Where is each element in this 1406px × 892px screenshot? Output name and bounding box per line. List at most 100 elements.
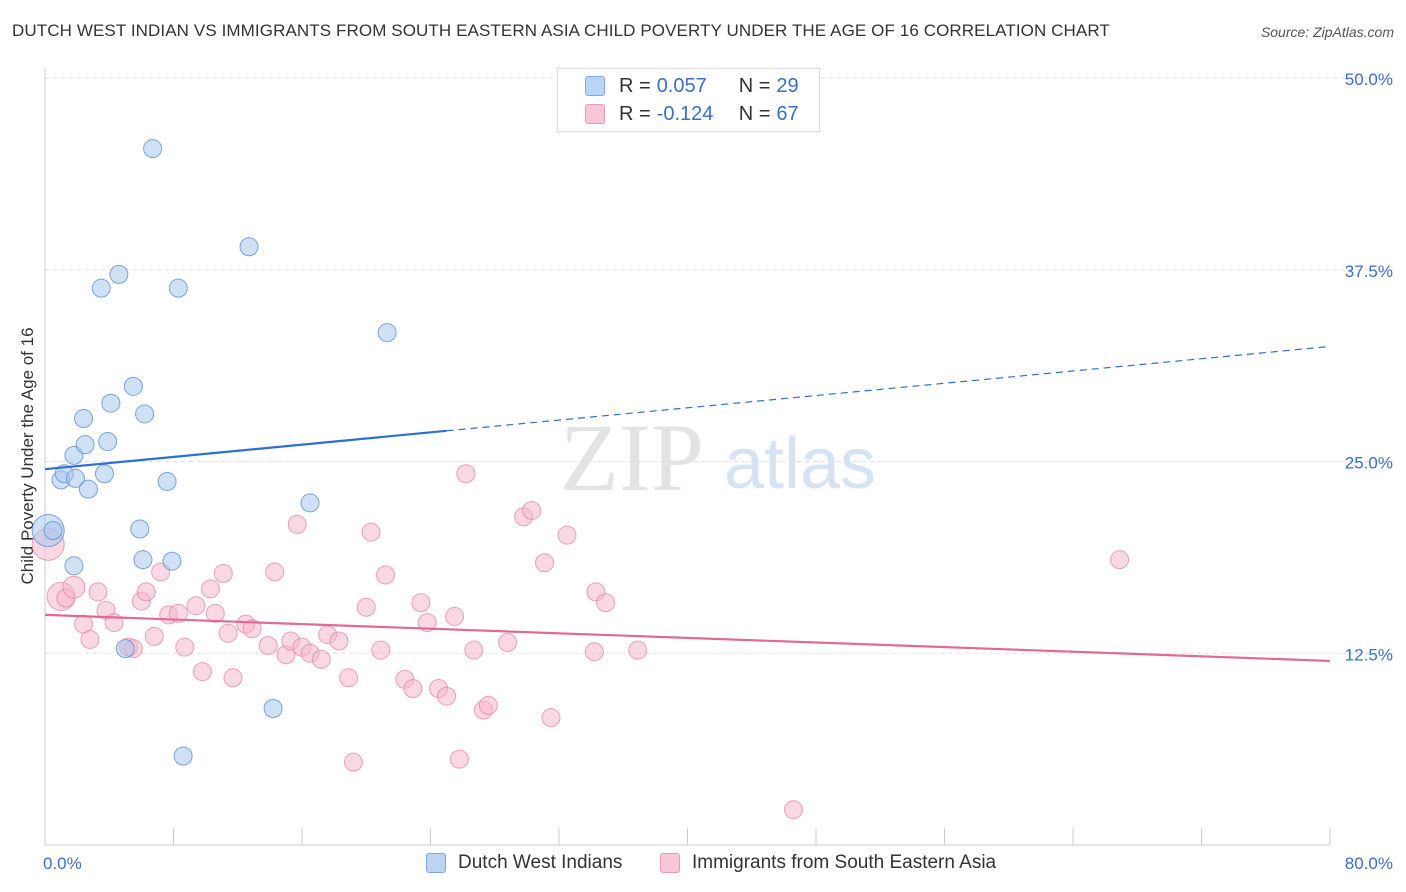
point-immigrants (168, 603, 188, 623)
bottom-legend-swatch-blue (426, 853, 446, 873)
point-dutch (66, 468, 86, 488)
watermark: ZIP atlas (560, 404, 876, 511)
y-axis-label: Child Poverty Under the Age of 16 (18, 327, 37, 584)
point-immigrants (80, 629, 100, 649)
point-immigrants (258, 636, 278, 656)
legend-r-label: R = (619, 102, 651, 125)
point-immigrants (522, 501, 542, 521)
point-immigrants (361, 522, 381, 542)
point-dutch (263, 698, 283, 718)
point-dutch (74, 409, 94, 429)
y-tick-label: 50.0% (1345, 70, 1393, 89)
y-tick-label: 25.0% (1345, 454, 1393, 473)
trend-line-dutch-dashed (446, 345, 1331, 432)
point-immigrants (417, 613, 437, 633)
point-immigrants (371, 640, 391, 660)
point-immigrants (541, 708, 561, 728)
bottom-legend-label-immigrants: Immigrants from South Eastern Asia (692, 852, 997, 873)
series-dutch-points (31, 139, 397, 766)
legend-row-dutch: R = 0.057 N = 29 (585, 75, 799, 97)
bottom-legend-label-dutch: Dutch West Indians (458, 852, 623, 873)
point-immigrants (175, 637, 195, 657)
trend-lines (44, 345, 1331, 663)
point-immigrants (584, 642, 604, 662)
point-immigrants (144, 626, 164, 646)
watermark-zip: ZIP (560, 404, 704, 511)
point-immigrants (205, 603, 225, 623)
point-dutch (98, 432, 118, 452)
point-immigrants (200, 579, 220, 599)
point-dutch (157, 471, 177, 491)
point-immigrants (265, 562, 285, 582)
bottom-legend-immigrants: Immigrants from South Eastern Asia (660, 852, 996, 874)
point-dutch (239, 237, 259, 257)
trend-line-immigrants (44, 613, 1331, 663)
y-tick-label: 37.5% (1345, 262, 1393, 281)
point-dutch (94, 464, 114, 484)
point-immigrants (62, 575, 86, 599)
point-dutch (101, 393, 121, 413)
point-dutch (173, 746, 193, 766)
bottom-legend-swatch-pink (660, 853, 680, 873)
point-dutch (135, 404, 155, 424)
point-immigrants (478, 695, 498, 715)
legend-swatch-pink (585, 104, 605, 124)
legend-r-label: R = (619, 74, 651, 97)
legend-r-value: -0.124 (656, 102, 714, 125)
point-dutch (133, 550, 153, 570)
point-immigrants (311, 649, 331, 669)
y-tick-label: 12.5% (1345, 645, 1393, 664)
legend-swatch-blue (585, 76, 605, 96)
point-dutch (64, 556, 84, 576)
point-immigrants (557, 525, 577, 545)
point-immigrants (628, 640, 648, 660)
point-immigrants (287, 514, 307, 534)
legend-n-label: N = (738, 74, 771, 97)
grid (45, 77, 1393, 654)
point-dutch (123, 376, 143, 396)
point-dutch (115, 639, 135, 659)
point-immigrants (596, 593, 616, 613)
legend-row-immigrants: R = -0.124 N = 67 (585, 103, 799, 125)
legend-n-label: N = (738, 102, 771, 125)
point-immigrants (449, 749, 469, 769)
point-dutch (91, 278, 111, 298)
point-immigrants (464, 640, 484, 660)
point-immigrants (136, 582, 156, 602)
point-immigrants (535, 553, 555, 573)
point-immigrants (784, 800, 804, 820)
point-immigrants (186, 596, 206, 616)
x-ticks (44, 828, 1331, 845)
watermark-atlas: atlas (724, 424, 876, 504)
bottom-legend: Dutch West Indians Immigrants from South… (0, 852, 1406, 878)
y-tick-labels: 12.5% 25.0% 37.5% 50.0% (1345, 70, 1393, 664)
point-immigrants (218, 623, 238, 643)
point-immigrants (411, 593, 431, 613)
point-dutch (168, 278, 188, 298)
trend-line-dutch-solid (44, 429, 447, 471)
point-immigrants (192, 662, 212, 682)
point-dutch (43, 521, 63, 541)
point-dutch (143, 139, 163, 159)
point-dutch (377, 323, 397, 343)
point-immigrants (339, 668, 359, 688)
point-immigrants (445, 606, 465, 626)
x-tick-label-min: 0.0% (43, 854, 82, 873)
point-immigrants (329, 631, 349, 651)
legend: R = 0.057 N = 29 R = -0.124 N = 67 (557, 68, 820, 132)
point-immigrants (213, 563, 233, 583)
point-immigrants (1110, 550, 1130, 570)
point-dutch (130, 519, 150, 539)
source-label: Source: ZipAtlas.com (1260, 24, 1394, 40)
chart-title: DUTCH WEST INDIAN VS IMMIGRANTS FROM SOU… (12, 21, 1110, 40)
series-immigrants-points (31, 464, 1130, 820)
x-tick-label-max: 80.0% (1345, 854, 1393, 873)
legend-n-value: 29 (776, 74, 799, 97)
point-immigrants (376, 565, 396, 585)
point-dutch (109, 264, 129, 284)
point-dutch (78, 479, 98, 499)
point-immigrants (343, 752, 363, 772)
legend-n-value: 67 (776, 102, 799, 125)
legend-r-value: 0.057 (656, 74, 707, 97)
